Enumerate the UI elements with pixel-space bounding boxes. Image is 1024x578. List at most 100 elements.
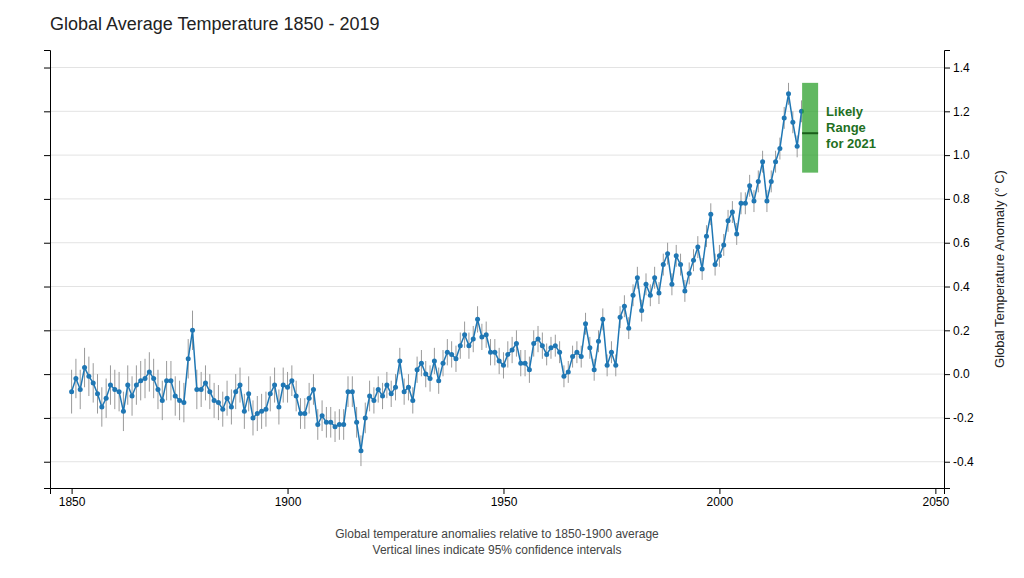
point — [423, 372, 428, 377]
likely-range-label-line: Range — [826, 120, 866, 135]
point — [462, 332, 467, 337]
y-axis-right-tick-mark — [944, 111, 950, 112]
y-axis-left-tick — [44, 111, 50, 112]
y-axis-right-tick-label: 1.4 — [953, 61, 970, 75]
point — [726, 218, 731, 223]
point — [186, 356, 191, 361]
y-axis-right-tick-label: 0.4 — [953, 280, 970, 294]
point — [795, 144, 800, 149]
point — [687, 271, 692, 276]
point — [605, 363, 610, 368]
y-axis-left-tick — [44, 68, 50, 69]
y-axis-left-tick-mark — [44, 68, 50, 69]
point — [272, 383, 277, 388]
point — [419, 361, 424, 366]
x-axis-tick: 1850 — [59, 488, 86, 509]
x-axis-tick-mark — [935, 488, 936, 494]
annotation-line: Global temperature anomalies relative to… — [335, 527, 659, 541]
point — [695, 245, 700, 250]
point — [315, 422, 320, 427]
point — [639, 308, 644, 313]
point — [592, 367, 597, 372]
point — [134, 383, 139, 388]
point — [125, 383, 130, 388]
point — [302, 411, 307, 416]
point — [622, 304, 627, 309]
point — [294, 394, 299, 399]
point — [380, 394, 385, 399]
likely-range-label-line: Likely — [826, 104, 864, 119]
point — [259, 409, 264, 414]
point — [346, 389, 351, 394]
point — [311, 387, 316, 392]
point — [130, 394, 135, 399]
x-axis-tick: 2000 — [707, 488, 734, 509]
point — [307, 396, 312, 401]
y-axis-right-tick-label: 1.2 — [953, 105, 970, 119]
point — [238, 383, 243, 388]
point — [86, 374, 91, 379]
point — [194, 387, 199, 392]
y-axis-left-tick-mark — [44, 243, 50, 244]
point — [652, 275, 657, 280]
y-axis-left-tick-mark — [44, 374, 50, 375]
point — [648, 293, 653, 298]
point — [631, 293, 636, 298]
plot-area: 18501900195020002050-0.4-0.20.00.20.40.6… — [44, 51, 974, 509]
y-axis-left-tick-mark — [44, 462, 50, 463]
point — [220, 407, 225, 412]
y-axis-left-tick-mark — [44, 111, 50, 112]
y-axis-right-tick: -0.2 — [944, 411, 974, 425]
point — [263, 407, 268, 412]
point — [527, 367, 532, 372]
point — [78, 387, 83, 392]
y-axis-left-tick — [44, 418, 50, 419]
point — [449, 352, 454, 357]
x-axis: 18501900195020002050 — [51, 488, 950, 509]
point — [168, 378, 173, 383]
point — [510, 348, 515, 353]
y-axis-left-tick — [44, 330, 50, 331]
point — [579, 354, 584, 359]
point — [669, 282, 674, 287]
point — [734, 231, 739, 236]
y-grid-line — [50, 374, 944, 375]
point — [428, 376, 433, 381]
y-axis-right-tick: 0.0 — [944, 367, 970, 381]
point — [678, 262, 683, 267]
point — [743, 201, 748, 206]
y-axis-right-tick-label: 0.8 — [953, 192, 970, 206]
point — [207, 389, 212, 394]
point — [289, 378, 294, 383]
y-axis-left-tick-mark — [44, 155, 50, 156]
y-axis-right-tick-mark — [944, 287, 950, 288]
point — [324, 420, 329, 425]
point — [717, 253, 722, 258]
y-axis-right-tick: 0.8 — [944, 192, 970, 206]
y-axis-left-line — [44, 51, 51, 489]
point — [268, 391, 273, 396]
point — [488, 350, 493, 355]
point — [199, 387, 204, 392]
likely-range-label: LikelyRangefor 2021 — [826, 104, 876, 151]
point — [609, 350, 614, 355]
point — [540, 343, 545, 348]
annotation-line: Vertical lines indicate 95% confidence i… — [373, 543, 622, 557]
point — [138, 378, 143, 383]
point — [212, 398, 217, 403]
point — [656, 291, 661, 296]
series-line — [72, 94, 802, 451]
point — [384, 383, 389, 388]
x-axis-tick-label: 1950 — [491, 495, 518, 509]
x-axis-tick: 1900 — [275, 488, 302, 509]
point — [700, 267, 705, 272]
point — [747, 183, 752, 188]
point — [147, 369, 152, 374]
point — [548, 345, 553, 350]
point — [764, 199, 769, 204]
point — [596, 339, 601, 344]
point — [350, 389, 355, 394]
point — [69, 389, 74, 394]
point — [600, 317, 605, 322]
point — [112, 387, 117, 392]
